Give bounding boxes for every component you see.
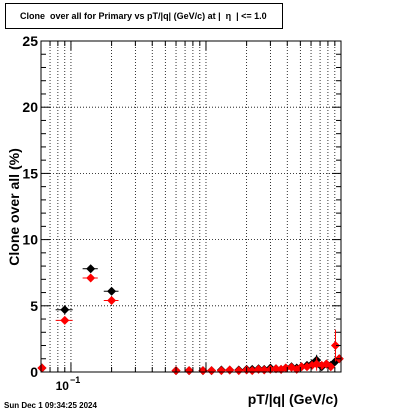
- data-point: [216, 366, 226, 376]
- x-tick-label-exponent: −1: [70, 375, 80, 385]
- data-point: [60, 305, 70, 315]
- data-point: [107, 296, 117, 306]
- data-point: [86, 264, 96, 274]
- data-point: [60, 315, 70, 325]
- y-tick-label: 20: [22, 99, 38, 115]
- y-tick-label: 25: [22, 33, 38, 49]
- data-point: [281, 363, 291, 373]
- data-point: [37, 363, 47, 373]
- data-point: [184, 366, 194, 376]
- data-point: [198, 366, 208, 376]
- data-point: [326, 362, 336, 372]
- timestamp: Sun Dec 1 09:34:25 2024: [4, 401, 97, 410]
- data-point: [330, 341, 340, 351]
- x-axis-label: pT/|q| (GeV/c): [247, 391, 338, 407]
- series-0: [37, 264, 344, 376]
- series-1: [37, 273, 344, 376]
- data-point: [107, 286, 117, 296]
- plot-frame: [40, 40, 342, 373]
- data-point: [297, 362, 307, 372]
- data-point: [234, 366, 244, 376]
- data-point: [86, 273, 96, 283]
- data-point: [207, 366, 217, 376]
- y-tick-label: 0: [30, 364, 38, 380]
- data-markers: [37, 264, 344, 376]
- y-tick-label: 15: [22, 165, 38, 181]
- y-axis-label: Clone over all (%): [6, 148, 22, 266]
- grid-lines: [41, 41, 341, 372]
- data-point: [247, 366, 257, 376]
- y-tick-label: 10: [22, 232, 38, 248]
- x-tick-label: 10: [56, 379, 70, 393]
- chart-title: Clone over all for Primary vs pT/|q| (Ge…: [5, 3, 283, 29]
- data-point: [225, 365, 235, 375]
- y-tick-label: 5: [30, 298, 38, 314]
